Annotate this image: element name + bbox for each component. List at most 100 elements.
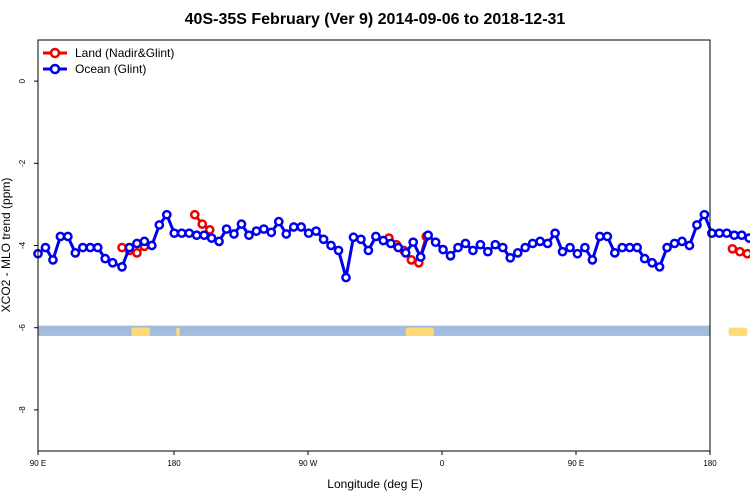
ocean-point: [221, 224, 232, 234]
ocean-point: [161, 209, 172, 220]
ocean-point: [273, 216, 284, 227]
ocean-point: [408, 237, 419, 248]
land-patch-2: [405, 327, 434, 336]
ocean-point: [639, 253, 650, 264]
y-tick-label: -6: [18, 324, 27, 332]
ocean-point: [259, 224, 269, 234]
ocean-point: [281, 229, 292, 239]
ocean-point: [721, 228, 732, 239]
ocean-point: [206, 233, 217, 243]
ocean-point: [475, 239, 486, 250]
x-tick-label: 180: [703, 459, 717, 468]
ocean-point: [214, 236, 224, 247]
ocean-point: [423, 230, 433, 241]
ocean-point: [199, 230, 209, 241]
ocean-point: [139, 236, 150, 247]
ocean-point: [483, 246, 493, 257]
ocean-point: [512, 248, 523, 258]
ocean-point: [184, 228, 195, 239]
ocean-point: [647, 257, 657, 268]
ocean-point: [438, 244, 448, 255]
ocean-point: [736, 230, 747, 241]
ocean-point: [497, 242, 508, 253]
ocean-point: [527, 238, 538, 249]
ocean-point: [490, 239, 501, 250]
ocean-point: [587, 255, 598, 265]
x-tick-label: 90 E: [30, 459, 46, 468]
ocean-point: [371, 231, 381, 242]
ocean-point: [266, 227, 277, 238]
ocean-point: [303, 228, 314, 239]
ocean-point: [117, 262, 127, 272]
ocean-point: [124, 242, 135, 253]
legend-land-label: Land (Nadir&Glint): [75, 46, 174, 60]
ocean-point: [85, 242, 96, 253]
land-point: [735, 246, 745, 257]
ocean-point: [445, 250, 456, 261]
land-point: [132, 248, 142, 258]
ocean-point: [296, 222, 307, 232]
x-axis-label: Longitude (deg E): [327, 477, 422, 491]
x-tick-label: 0: [440, 459, 445, 468]
ocean-point: [430, 237, 441, 248]
ocean-point: [318, 234, 329, 245]
ocean-point: [662, 242, 672, 253]
ocean-point: [595, 231, 605, 242]
plot-area: [33, 209, 750, 336]
ocean-point: [169, 228, 180, 239]
ocean-point: [191, 230, 202, 241]
ocean-point: [557, 246, 568, 257]
land-patch-3: [728, 327, 748, 336]
ocean-point: [326, 240, 336, 251]
ocean-point: [729, 230, 740, 241]
ocean-point: [63, 231, 73, 242]
land-point: [117, 242, 127, 253]
ocean-point: [602, 231, 613, 242]
ocean-point: [565, 242, 575, 253]
x-tick-label: 90 E: [568, 459, 584, 468]
ocean-point: [92, 242, 103, 253]
ocean-point: [460, 238, 471, 249]
ocean-point: [341, 272, 351, 283]
ocean-point: [236, 219, 247, 229]
ocean-point: [699, 209, 710, 220]
ocean-point: [70, 248, 81, 258]
ocean-point: [632, 242, 643, 253]
ocean-point: [356, 234, 366, 245]
legend-ocean-marker: [49, 63, 61, 75]
ocean-point: [363, 245, 374, 256]
ocean-point: [100, 253, 111, 264]
ocean-point: [468, 245, 478, 256]
ocean-point: [40, 242, 51, 253]
ocean-band: [38, 325, 710, 336]
ocean-point: [520, 242, 531, 253]
legend-land-marker: [49, 47, 61, 59]
ocean-point: [677, 236, 687, 247]
ocean-point: [453, 242, 463, 253]
x-tick-label: 90 W: [299, 459, 318, 468]
ocean-point: [542, 238, 553, 249]
ocean-point: [77, 242, 88, 253]
ocean-point: [393, 242, 404, 253]
axes: 90 E 180 90 W 0 90 E 180 0 -2 -4 -6 -8: [18, 39, 717, 468]
ocean-point: [707, 228, 717, 239]
ocean-point: [147, 240, 157, 251]
ocean-point: [744, 233, 750, 243]
land-point: [742, 248, 750, 259]
ocean-point: [400, 248, 411, 258]
ocean-point: [385, 238, 396, 249]
ocean-point: [107, 257, 118, 268]
ocean-point: [288, 222, 299, 232]
ocean-point: [154, 220, 165, 230]
ocean-point: [609, 248, 620, 258]
land-patch-0: [131, 327, 150, 336]
y-tick-label: -4: [18, 241, 27, 249]
land-point: [204, 225, 215, 235]
y-tick-label: -8: [18, 406, 27, 414]
ocean-point: [378, 235, 389, 246]
land-point: [406, 255, 417, 265]
ocean-point: [617, 242, 628, 253]
ocean-point: [244, 230, 254, 241]
ocean-point: [176, 228, 187, 239]
